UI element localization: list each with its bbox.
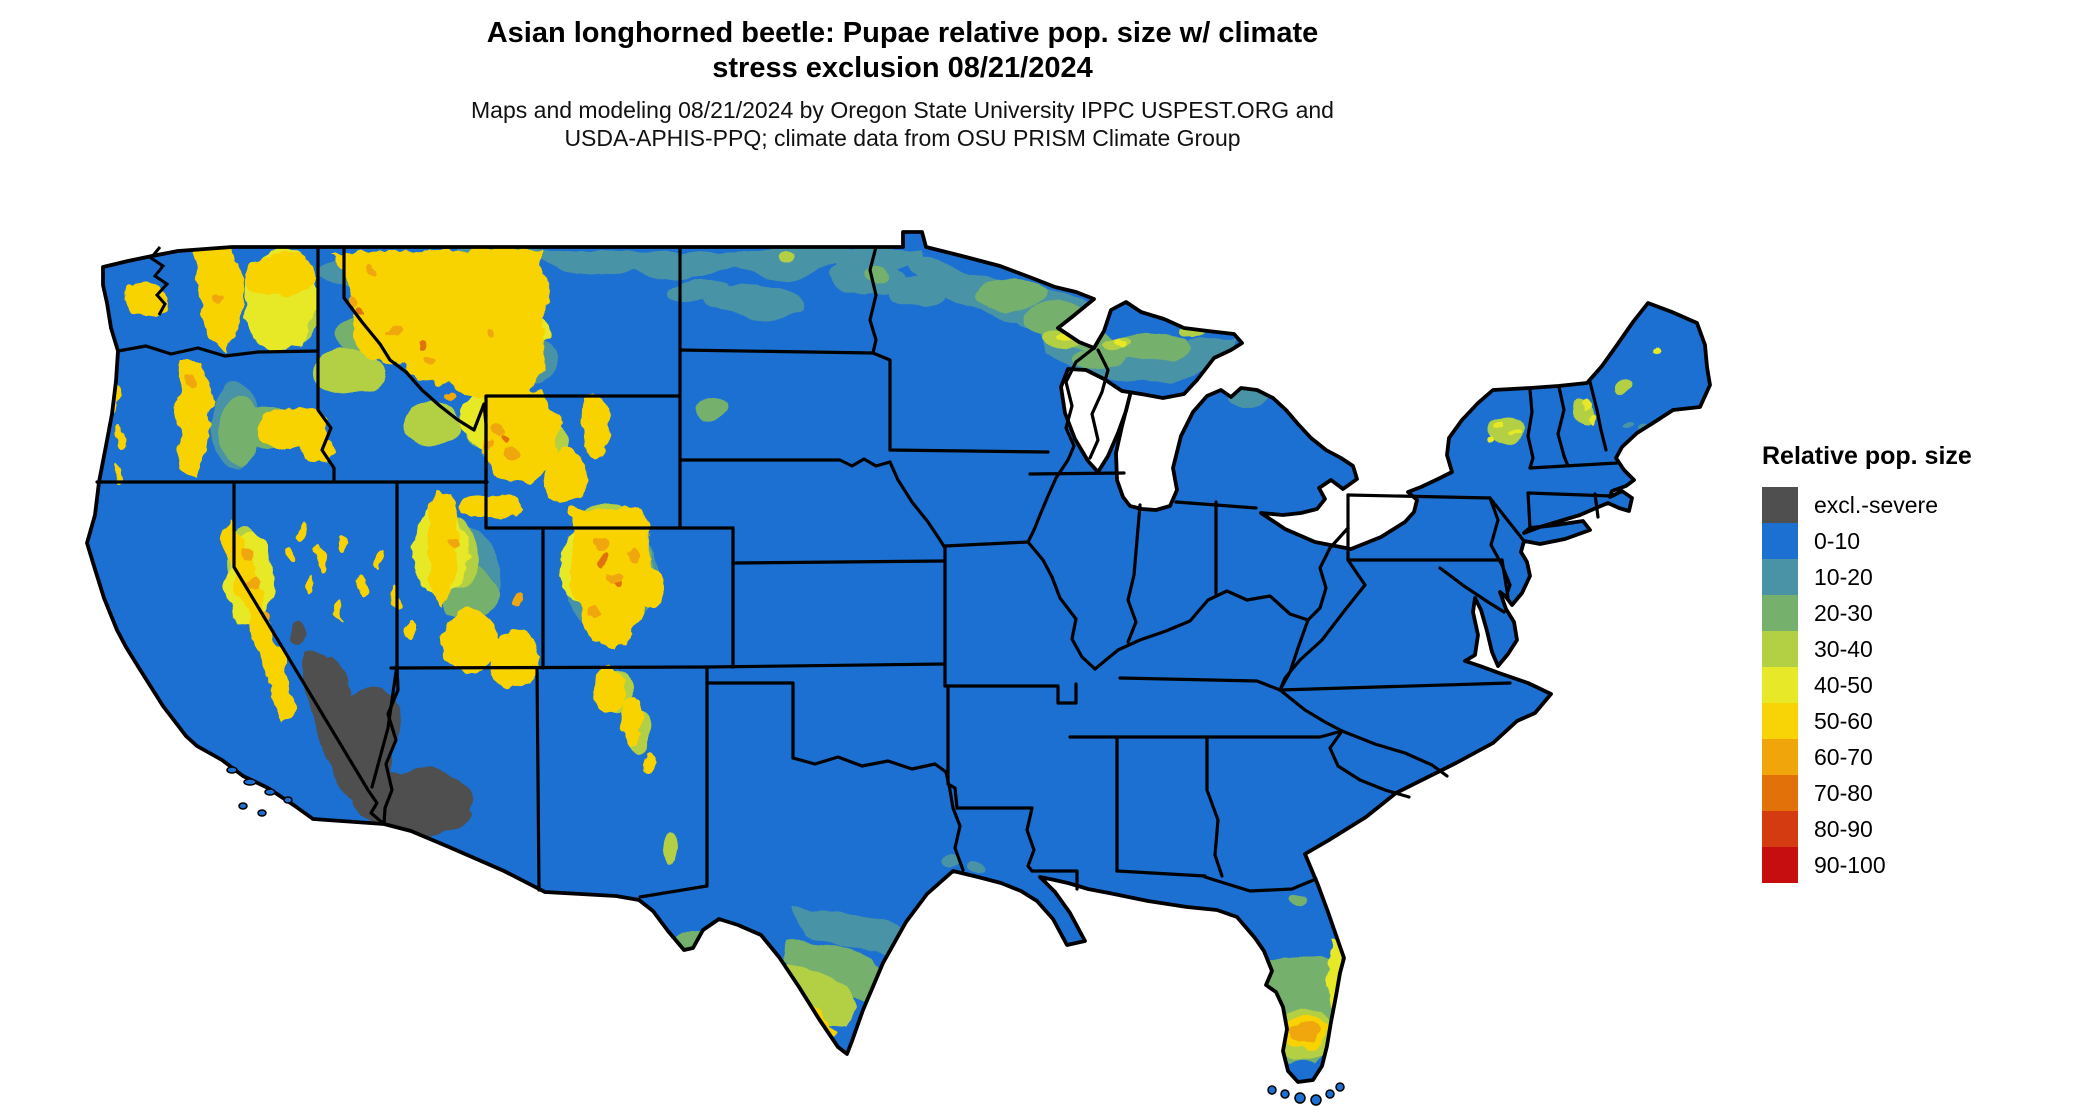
legend-item-label: 40-50: [1814, 671, 1873, 698]
legend-item: 60-70: [1762, 739, 2092, 775]
legend-swatch: [1762, 811, 1798, 847]
legend-swatch: [1762, 559, 1798, 595]
state-borders: [95, 245, 1619, 899]
legend-item: 50-60: [1762, 703, 2092, 739]
legend-swatch: [1762, 847, 1798, 883]
legend-swatch: [1762, 487, 1798, 523]
legend-item: 10-20: [1762, 559, 2092, 595]
legend-swatch: [1762, 739, 1798, 775]
legend-item: 90-100: [1762, 847, 2092, 883]
legend-item: 30-40: [1762, 631, 2092, 667]
figure-title-line1: Asian longhorned beetle: Pupae relative …: [486, 17, 1319, 49]
offshore-islands: [226, 766, 1345, 1106]
legend-item-label: excl.-severe: [1814, 491, 1938, 518]
legend-swatch: [1762, 775, 1798, 811]
legend-item: excl.-severe: [1762, 487, 2092, 523]
legend-swatch: [1762, 595, 1798, 631]
figure-subtitle: Maps and modeling 08/21/2024 by Oregon S…: [0, 96, 1805, 152]
legend-item-label: 70-80: [1814, 779, 1873, 806]
figure-title-line2: stress exclusion 08/21/2024: [712, 52, 1093, 84]
florida-tip-blue: [1288, 1060, 1318, 1078]
legend: Relative pop. size excl.-severe 0-10 10-…: [1762, 442, 2092, 883]
legend-item-label: 80-90: [1814, 815, 1873, 842]
figure-header: Asian longhorned beetle: Pupae relative …: [0, 16, 1805, 152]
legend-item-label: 10-20: [1814, 563, 1873, 590]
figure-subtitle-line1: Maps and modeling 08/21/2024 by Oregon S…: [471, 97, 1334, 123]
legend-item: 80-90: [1762, 811, 2092, 847]
legend-item-label: 60-70: [1814, 743, 1873, 770]
legend-items: excl.-severe 0-10 10-20 20-30 30-40 40-5…: [1762, 487, 2092, 883]
legend-title: Relative pop. size: [1762, 442, 1972, 470]
legend-swatch: [1762, 703, 1798, 739]
legend-item-label: 50-60: [1814, 707, 1873, 734]
legend-item: 70-80: [1762, 775, 2092, 811]
puget-sound-inlets: [148, 246, 170, 316]
legend-item-label: 0-10: [1814, 527, 1861, 554]
figure-title: Asian longhorned beetle: Pupae relative …: [0, 16, 1805, 86]
legend-swatch: [1762, 523, 1798, 559]
legend-item-label: 20-30: [1814, 599, 1873, 626]
legend-item: 40-50: [1762, 667, 2092, 703]
legend-item-label: 30-40: [1814, 635, 1873, 662]
legend-swatch: [1762, 631, 1798, 667]
legend-item: 20-30: [1762, 595, 2092, 631]
figure-subtitle-line2: USDA-APHIS-PPQ; climate data from OSU PR…: [564, 125, 1241, 151]
legend-item: 0-10: [1762, 523, 2092, 559]
legend-item-label: 90-100: [1814, 851, 1886, 878]
legend-swatch: [1762, 667, 1798, 703]
